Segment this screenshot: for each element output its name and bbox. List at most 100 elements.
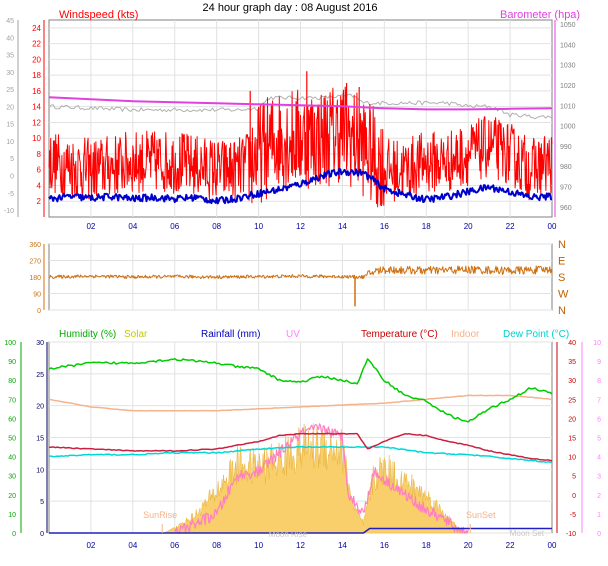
climate-legend-label: Indoor — [451, 329, 480, 340]
temperature-tick-label: 20 — [568, 416, 576, 423]
uv-tick-label: 6 — [597, 416, 601, 423]
climate-x-tick-label: 16 — [380, 541, 389, 550]
humidity-tick-label: 50 — [8, 436, 16, 443]
uv-series-line — [174, 423, 469, 534]
rainfall-tick-label: 15 — [36, 436, 44, 443]
wind-speed-tick-label: 2 — [37, 197, 42, 206]
barometer-tick-label: 970 — [560, 185, 572, 192]
uv-tick-label: 10 — [593, 340, 601, 347]
chart-title: 24 hour graph day : 08 August 2016 — [203, 2, 378, 14]
wind-speed-tick-label: 12 — [32, 118, 41, 127]
climate-legend-label: Temperature (°C) — [361, 329, 438, 340]
wind-speed-tick-label: 14 — [32, 103, 41, 112]
barometer-tick-label: 980 — [560, 164, 572, 171]
wind-outer-tick-label: 25 — [6, 87, 14, 94]
climate-x-tick-label: 08 — [212, 541, 221, 550]
climate-x-tick-label: 06 — [170, 541, 179, 550]
wind-speed-tick-label: 10 — [32, 134, 41, 143]
temperature-tick-label: 25 — [568, 397, 576, 404]
wind-x-tick-label: 20 — [464, 222, 473, 231]
humidity-tick-label: 100 — [4, 340, 16, 347]
barometer-tick-label: 1010 — [560, 103, 576, 110]
barometer-tick-label: 990 — [560, 144, 572, 151]
humidity-tick-label: 0 — [12, 531, 16, 538]
barometer-tick-label: 1000 — [560, 124, 576, 131]
temperature-tick-label: 40 — [568, 340, 576, 347]
temperature-tick-label: -10 — [566, 531, 576, 538]
uv-tick-label: 3 — [597, 474, 601, 481]
humidity-tick-label: 20 — [8, 493, 16, 500]
moonset-label: Moon Set — [510, 529, 545, 538]
wind-x-tick-label: 06 — [170, 222, 179, 231]
wind-speed-tick-label: 20 — [32, 55, 41, 64]
climate-legend-label: Dew Point (°C) — [503, 329, 569, 340]
rainfall-tick-label: 0 — [40, 531, 44, 538]
uv-tick-label: 2 — [597, 493, 601, 500]
barometer-series-line — [48, 96, 553, 111]
wind-outer-tick-label: -5 — [8, 191, 14, 198]
uv-tick-label: 7 — [597, 397, 601, 404]
humidity-tick-label: 10 — [8, 512, 16, 519]
compass-label: N — [558, 305, 566, 317]
wind-outer-tick-label: 20 — [6, 104, 14, 111]
wind-speed-tick-label: 8 — [37, 150, 42, 159]
wind-outer-tick-label: 10 — [6, 139, 14, 146]
climate-x-tick-label: 00 — [548, 541, 557, 550]
humidity-series-line — [48, 357, 553, 423]
temperature-tick-label: 0 — [572, 493, 576, 500]
wind-direction-series-line — [48, 265, 553, 280]
rainfall-tick-label: 30 — [36, 340, 44, 347]
rainfall-tick-label: 25 — [36, 372, 44, 379]
barometer-tick-label: 1030 — [560, 63, 576, 70]
sunset-label: SunSet — [466, 510, 496, 520]
temperature-tick-label: 35 — [568, 359, 576, 366]
temperature-tick-label: 5 — [572, 474, 576, 481]
wind-outer-tick-label: -10 — [4, 208, 14, 215]
windspeed-axis-title: Windspeed (kts) — [59, 9, 138, 21]
wind-speed-tick-label: 6 — [37, 166, 42, 175]
climate-x-tick-label: 04 — [128, 541, 137, 550]
uv-tick-label: 0 — [597, 531, 601, 538]
direction-tick-label: 180 — [29, 275, 41, 282]
humidity-tick-label: 60 — [8, 416, 16, 423]
uv-tick-label: 8 — [597, 378, 601, 385]
rainfall-tick-label: 20 — [36, 404, 44, 411]
wind-x-tick-label: 18 — [422, 222, 431, 231]
compass-label: W — [558, 289, 569, 301]
direction-tick-label: 90 — [33, 292, 41, 299]
temperature-tick-label: 10 — [568, 455, 576, 462]
sunrise-label: SunRise — [143, 510, 177, 520]
moonrise-label: Moon Rise — [269, 530, 308, 539]
temperature-series-line — [49, 432, 553, 462]
climate-legend-label: UV — [286, 329, 300, 340]
direction-tick-label: 270 — [29, 259, 41, 266]
wind-outer-tick-label: 5 — [10, 156, 14, 163]
barometer-axis-title: Barometer (hpa) — [500, 9, 580, 21]
indoor-series-line — [48, 394, 553, 412]
direction-tick-label: 0 — [37, 308, 41, 315]
wind-x-tick-label: 08 — [212, 222, 221, 231]
wind-speed-tick-label: 22 — [32, 40, 41, 49]
wind-x-tick-label: 02 — [86, 222, 95, 231]
wind-x-tick-label: 14 — [338, 222, 347, 231]
wind-outer-tick-label: 35 — [6, 53, 14, 60]
barometer-tick-label: 1040 — [560, 42, 576, 49]
wind-x-tick-label: 10 — [254, 222, 263, 231]
wind-x-tick-label: 04 — [128, 222, 137, 231]
climate-legend-label: Rainfall (mm) — [201, 329, 260, 340]
compass-label: S — [558, 272, 565, 284]
compass-label: E — [558, 256, 565, 268]
climate-x-tick-label: 18 — [422, 541, 431, 550]
humidity-tick-label: 40 — [8, 455, 16, 462]
uv-tick-label: 4 — [597, 455, 601, 462]
dewpoint-series-line — [49, 445, 553, 464]
wind-outer-tick-label: 40 — [6, 35, 14, 42]
climate-x-tick-label: 20 — [464, 541, 473, 550]
compass-label: N — [558, 239, 566, 251]
rainfall-tick-label: 10 — [36, 467, 44, 474]
wind-x-tick-label: 12 — [296, 222, 305, 231]
wind-outer-tick-label: 45 — [6, 18, 14, 25]
climate-x-tick-label: 22 — [506, 541, 515, 550]
wind-x-tick-label: 22 — [506, 222, 515, 231]
